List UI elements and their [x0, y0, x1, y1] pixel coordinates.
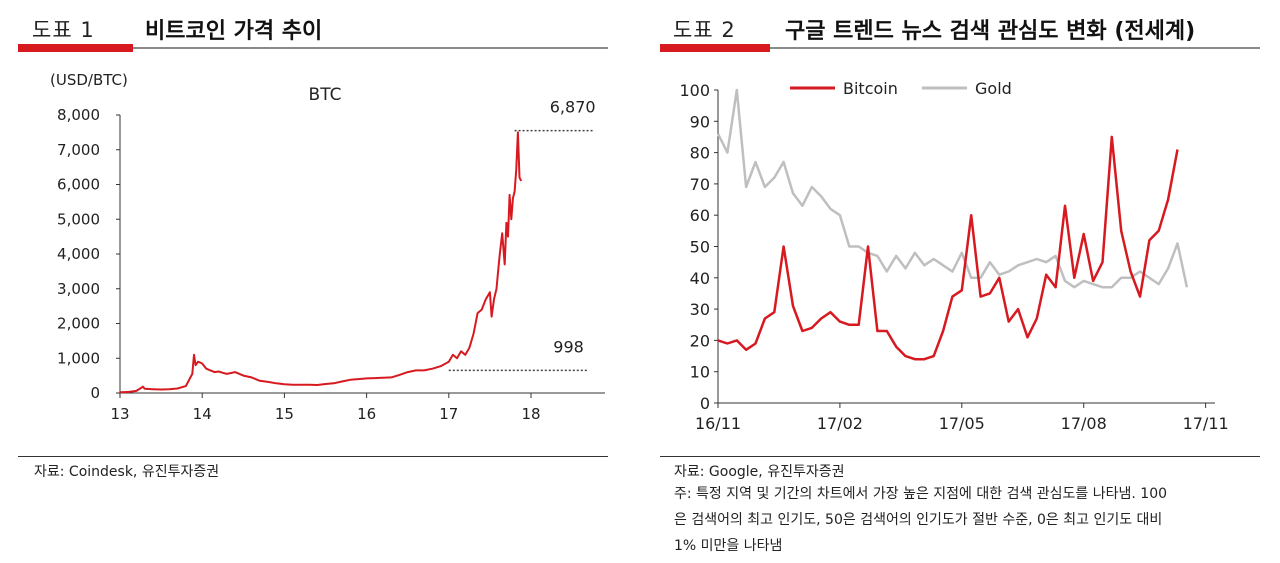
y-tick-label: 30 [690, 300, 710, 319]
source-text: 자료: Google, 유진투자증권 [674, 464, 845, 480]
y-tick-label: 40 [690, 269, 710, 288]
gold-line [716, 88, 1189, 289]
legend: Bitcoin Gold [790, 79, 1012, 98]
header-accent-bar [18, 44, 133, 52]
x-tick-label: 15 [275, 405, 294, 423]
x-tick-label: 14 [193, 405, 212, 423]
header-rule [770, 47, 1260, 49]
y-tick-label: 60 [690, 206, 710, 225]
y-tick-label: 7,000 [57, 141, 100, 159]
y-tick-label: 1,000 [57, 349, 100, 367]
y-tick-label: 4,000 [57, 245, 100, 263]
btc-price-line [119, 131, 523, 394]
panel-bitcoin-price: 도표 1 비트코인 가격 추이 (USD/BTC) BTC 0 1,000 2,00… [0, 0, 620, 563]
source-rule [660, 456, 1260, 457]
header-accent-bar [660, 44, 770, 52]
legend-label: Bitcoin [843, 79, 898, 98]
annotation-label: 998 [553, 337, 584, 356]
y-tick-label: 80 [690, 144, 710, 163]
note-text: 주: 특정 지역 및 기간의 차트에서 가장 높은 지점에 대한 검색 관심도를… [674, 481, 1274, 559]
annotations: 6,870 998 [448, 98, 596, 372]
series [119, 131, 523, 394]
y-tick-label: 2,000 [57, 315, 100, 333]
x-tick-label: 17/02 [817, 414, 863, 433]
note-line-3: 1% 미만을 나타냄 [674, 538, 783, 554]
y-tick-label: 5,000 [57, 210, 100, 228]
y-tick-label: 3,000 [57, 280, 100, 298]
y-axis-unit-label: (USD/BTC) [50, 71, 128, 89]
x-tick-label: 16 [357, 405, 376, 423]
x-tick-label: 18 [521, 405, 540, 423]
chart-title: BTC [309, 85, 342, 105]
x-tick-label: 16/11 [695, 414, 741, 433]
source-rule [18, 456, 608, 457]
panel-google-trends: 도표 2 구글 트렌드 뉴스 검색 관심도 변화 (전세계) 0 10 20 30 40… [650, 0, 1280, 563]
y-tick-label: 8,000 [57, 106, 100, 124]
source-text: 자료: Coindesk, 유진투자증권 [34, 464, 220, 480]
legend-label: Gold [975, 79, 1012, 98]
figure-title: 구글 트렌드 뉴스 검색 관심도 변화 (전세계) [785, 19, 1196, 44]
x-tick-label: 13 [110, 405, 129, 423]
y-tick-label: 50 [690, 238, 710, 257]
x-tick-label: 17/05 [939, 414, 985, 433]
axes: 0 10 20 30 40 50 60 70 80 90 100 16/11 17/02 17/05 17/… [679, 81, 1228, 433]
figure-title: 비트코인 가격 추이 [145, 19, 323, 44]
google-trends-chart: 0 10 20 30 40 50 60 70 80 90 100 16/11 17/02 17/05 17/… [679, 79, 1228, 433]
bitcoin-line [717, 135, 1179, 361]
y-tick-label: 20 [690, 331, 710, 350]
axes: 0 1,000 2,000 3,000 4,000 5,000 6,000 7,000 8,00… [57, 106, 605, 423]
series [716, 88, 1189, 361]
figure-label: 도표 2 [673, 18, 736, 42]
btc-price-chart: (USD/BTC) BTC 0 1,000 2,000 3,000 4,000 5,000… [50, 71, 605, 423]
note-line-2: 은 검색어의 최고 인기도, 50은 검색어의 인기도가 절반 수준, 0은 최… [674, 512, 1163, 528]
y-tick-label: 10 [690, 363, 710, 382]
y-tick-label: 6,000 [57, 176, 100, 194]
y-tick-label: 70 [690, 175, 710, 194]
header-rule [133, 47, 608, 49]
y-tick-label: 90 [690, 112, 710, 131]
y-tick-label: 0 [90, 384, 100, 402]
x-tick-label: 17 [439, 405, 458, 423]
y-tick-label: 100 [679, 81, 710, 100]
note-line-1: 주: 특정 지역 및 기간의 차트에서 가장 높은 지점에 대한 검색 관심도를… [674, 486, 1168, 502]
figure-label: 도표 1 [32, 18, 95, 42]
x-tick-label: 17/11 [1183, 414, 1229, 433]
y-tick-label: 0 [700, 394, 710, 413]
annotation-label: 6,870 [550, 98, 596, 117]
x-tick-label: 17/08 [1061, 414, 1107, 433]
